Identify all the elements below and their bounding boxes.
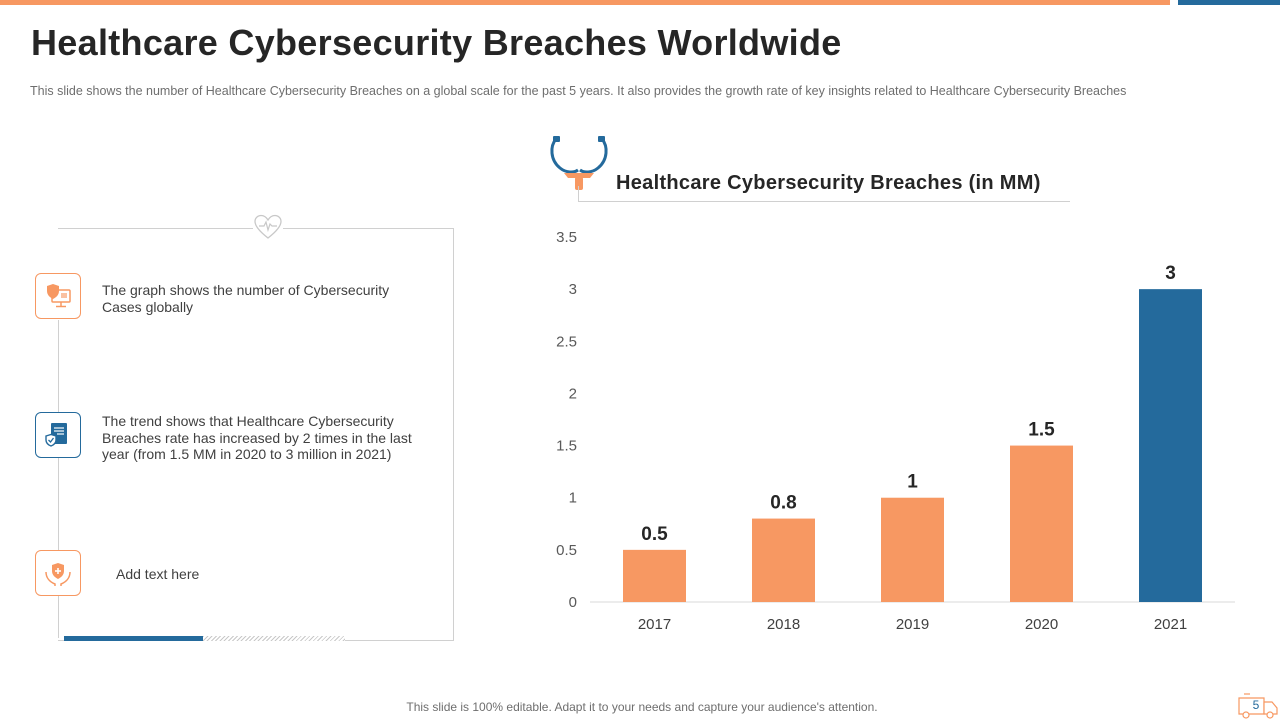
secure-document-icon	[35, 412, 81, 458]
y-tick-label: 1	[569, 490, 577, 507]
data-label: 1	[907, 472, 918, 493]
y-tick-label: 3	[569, 281, 577, 298]
panel-bar-blue	[64, 636, 203, 641]
chart-title: Healthcare Cybersecurity Breaches (in MM…	[616, 172, 1041, 194]
slide-subtitle: This slide shows the number of Healthcar…	[30, 84, 1127, 98]
top-accent-bar-blue	[1178, 0, 1280, 5]
y-tick-label: 2.5	[556, 333, 577, 350]
footer-note: This slide is 100% editable. Adapt it to…	[406, 700, 878, 714]
bar-2021	[1139, 289, 1202, 602]
chart-title-tick	[578, 186, 579, 202]
bar-2020	[1010, 445, 1073, 602]
bar-2018	[752, 518, 815, 602]
top-accent-bar-orange	[0, 0, 1170, 5]
y-tick-label: 1.5	[556, 438, 577, 455]
bar-2019	[881, 497, 944, 602]
ambulance-icon	[1236, 690, 1280, 720]
data-label: 0.5	[641, 524, 668, 545]
y-tick-label: 3.5	[556, 229, 577, 246]
insight-text-2: The trend shows that Healthcare Cybersec…	[102, 413, 412, 462]
data-label: 0.8	[770, 493, 796, 514]
hands-shield-icon	[35, 550, 81, 596]
timeline-line	[58, 320, 59, 638]
y-tick-label: 2	[569, 385, 577, 402]
heartbeat-icon	[253, 213, 283, 241]
chart-title-underline	[578, 201, 1070, 202]
x-tick-label: 2018	[767, 616, 800, 633]
bar-2017	[623, 549, 686, 602]
data-label: 3	[1165, 263, 1176, 284]
panel-bar-hatch	[203, 636, 345, 641]
insight-text-1: The graph shows the number of Cybersecur…	[102, 282, 390, 315]
page-number: 5	[1252, 698, 1260, 712]
y-tick-label: 0	[569, 594, 577, 611]
x-tick-label: 2017	[638, 616, 671, 633]
x-tick-label: 2021	[1154, 616, 1187, 633]
slide-title: Healthcare Cybersecurity Breaches Worldw…	[31, 22, 842, 63]
y-tick-label: 0.5	[556, 542, 577, 559]
cyber-shield-monitor-icon	[35, 273, 81, 319]
x-tick-label: 2019	[896, 616, 929, 633]
stethoscope-icon	[548, 136, 610, 192]
x-tick-label: 2020	[1025, 616, 1058, 633]
data-label: 1.5	[1028, 420, 1055, 441]
insight-text-3: Add text here	[116, 566, 200, 582]
